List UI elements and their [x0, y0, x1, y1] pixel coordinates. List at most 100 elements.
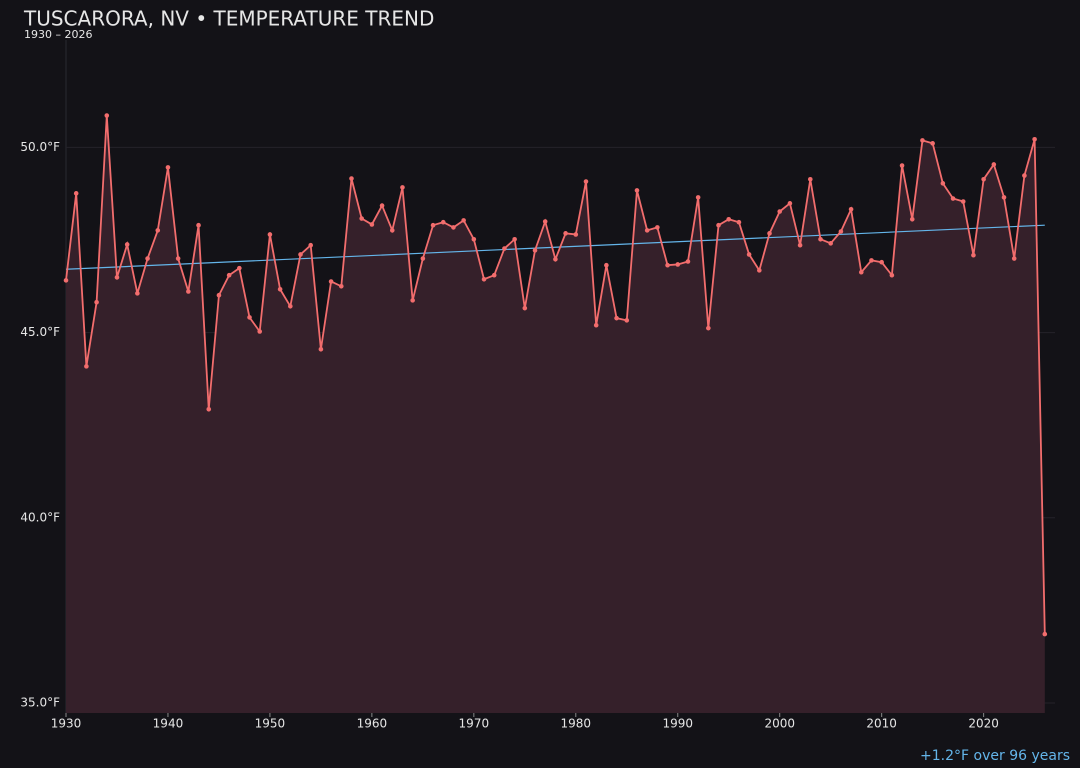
point: [604, 262, 609, 268]
point: [614, 315, 619, 321]
point: [175, 256, 181, 261]
point: [879, 259, 884, 265]
point: [797, 242, 803, 248]
point: [828, 241, 833, 246]
point: [145, 256, 150, 261]
point: [685, 259, 691, 264]
point: [512, 236, 517, 242]
x-tick-label: 1990: [662, 717, 693, 731]
chart-subtitle: 1930 – 2026: [24, 28, 92, 41]
point: [124, 242, 130, 247]
point: [726, 216, 732, 222]
point: [491, 272, 497, 278]
point: [818, 236, 823, 242]
point: [206, 406, 212, 412]
point: [338, 284, 344, 289]
point: [155, 228, 161, 233]
trend-annotation: +1.2°F over 96 years: [920, 748, 1070, 764]
trend-line: [65, 224, 1045, 270]
point: [522, 305, 528, 311]
point: [746, 252, 752, 257]
point: [542, 219, 548, 224]
point: [807, 176, 813, 182]
point: [226, 272, 232, 278]
point: [971, 252, 976, 258]
point: [267, 232, 273, 237]
x-tick-label: 1940: [153, 717, 184, 731]
point: [889, 272, 895, 278]
point: [288, 304, 293, 309]
point: [583, 179, 589, 184]
point: [624, 318, 630, 323]
point: [135, 291, 140, 296]
point: [410, 298, 415, 303]
point: [277, 286, 283, 292]
point: [930, 141, 935, 146]
point: [909, 216, 915, 222]
point: [237, 265, 242, 271]
point: [451, 225, 456, 230]
point: [981, 176, 986, 182]
point: [950, 196, 956, 201]
point: [1001, 195, 1007, 200]
point: [349, 176, 354, 181]
point: [461, 218, 466, 223]
y-tick-label: 50.0°F: [20, 140, 60, 154]
point: [858, 269, 864, 275]
point: [960, 199, 966, 204]
point: [114, 275, 120, 280]
point: [553, 256, 558, 262]
point: [940, 181, 946, 186]
point: [757, 268, 762, 273]
point: [298, 252, 303, 257]
x-tick-label: 1950: [255, 717, 286, 731]
area: [66, 115, 1045, 714]
point: [247, 315, 252, 320]
point: [389, 228, 395, 233]
x-tick-label: 1970: [459, 717, 490, 731]
point: [991, 162, 997, 167]
point: [1022, 173, 1027, 178]
point: [328, 279, 334, 284]
y-tick-label: 40.0°F: [20, 510, 60, 524]
point: [420, 256, 426, 261]
point: [369, 222, 375, 227]
point: [359, 216, 364, 221]
point: [104, 113, 110, 118]
point: [379, 203, 385, 208]
point: [634, 188, 640, 193]
point: [573, 232, 579, 237]
point: [695, 195, 701, 200]
point: [675, 262, 681, 267]
y-tick-label: 35.0°F: [20, 695, 60, 709]
point: [216, 292, 222, 298]
point: [593, 322, 599, 328]
x-tick-label: 2020: [968, 717, 999, 731]
point: [920, 138, 925, 143]
x-tick-label: 1980: [561, 717, 592, 731]
x-tick-label: 2000: [764, 717, 795, 731]
point: [308, 242, 314, 248]
point: [502, 246, 507, 251]
y-tick-label: 45.0°F: [20, 325, 60, 339]
point: [532, 248, 538, 253]
point: [440, 219, 446, 225]
point: [481, 276, 487, 282]
point: [318, 346, 324, 352]
point: [165, 165, 171, 170]
point: [73, 191, 79, 196]
point: [471, 236, 477, 242]
x-tick-label: 1930: [51, 717, 82, 731]
point: [94, 299, 99, 305]
point: [787, 201, 793, 206]
point: [899, 163, 905, 168]
chart-title: TUSCARORA, NV • TEMPERATURE TREND: [23, 7, 434, 31]
point: [196, 222, 201, 228]
point: [84, 364, 89, 369]
point: [186, 289, 191, 294]
point: [655, 225, 660, 230]
point: [838, 229, 844, 234]
point: [848, 206, 854, 212]
point: [736, 219, 742, 225]
